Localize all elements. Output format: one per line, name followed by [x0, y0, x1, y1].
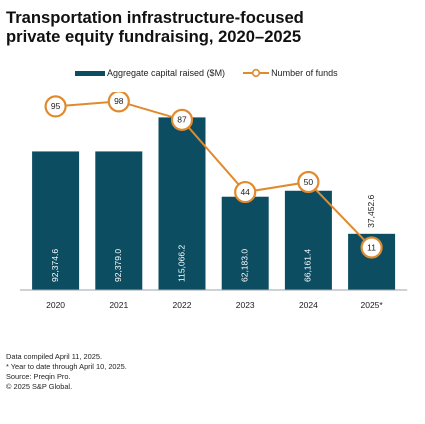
bar-value-label-2021: 92,379.0 [113, 249, 123, 282]
bar-2021 [95, 151, 143, 290]
x-tick-label-2024: 2024 [299, 300, 318, 310]
line-point-label-2024: 50 [304, 177, 314, 187]
line-point-2022 [170, 108, 194, 131]
line-point-2021 [107, 92, 130, 113]
line-point-label-2022: 87 [177, 115, 187, 125]
line-point-2023 [234, 180, 257, 204]
legend-bar-swatch [75, 70, 105, 76]
x-tick-label-2025*: 2025* [360, 300, 383, 310]
legend-line-label: Number of funds [271, 68, 338, 78]
line-point-2020 [44, 95, 67, 118]
chart-title-line-1: Transportation infrastructure-focused [6, 8, 304, 27]
bar-2022 [158, 117, 206, 290]
bar-value-label-2025*: 37,452.6 [366, 194, 376, 227]
x-tick-label-2022: 2022 [173, 300, 192, 310]
line-point-label-2025*: 11 [367, 242, 376, 252]
line-point-2025* [360, 236, 383, 259]
line-point-label-2020: 95 [51, 101, 61, 111]
note-ytd: * Year to date through April 10, 2025. [6, 362, 127, 372]
legend-line-swatch [243, 68, 270, 78]
bar-value-label-2020: 92,374.6 [50, 249, 60, 282]
bar-value-label-2022: 115,066.2 [176, 245, 186, 282]
bar-2023 [221, 196, 269, 290]
x-tick-label-2021: 2021 [109, 300, 128, 310]
chart-title-line-2: private equity fundraising, 2020–2025 [6, 27, 302, 46]
x-tick-label-2023: 2023 [236, 300, 255, 310]
line-point-2024 [297, 170, 320, 194]
bar-value-label-2024: 66,161.4 [303, 249, 313, 282]
chart-notes: Data compiled April 11, 2025. * Year to … [6, 352, 127, 392]
legend-bar-label: Aggregate capital raised ($M) [107, 68, 226, 78]
note-compiled: Data compiled April 11, 2025. [6, 352, 102, 361]
note-source: Source: Preqin Pro. [6, 372, 71, 382]
bar-2020 [32, 151, 80, 290]
bar-2024 [284, 190, 332, 290]
chart-legend: Aggregate capital raised ($M) Number of … [75, 68, 338, 78]
combo-chart: 92,374.6 92,379.0 115,066.2 62,183.0 66,161.… [20, 92, 408, 310]
note-copyright: © 2025 S&P Global. [6, 382, 73, 392]
chart-title: Transportation infrastructure-focused pr… [6, 8, 421, 46]
line-point-label-2021: 98 [114, 96, 124, 106]
x-tick-label-2020: 2020 [46, 300, 65, 310]
bar-value-label-2023: 62,183.0 [239, 249, 249, 282]
line-point-label-2023: 44 [240, 187, 250, 197]
